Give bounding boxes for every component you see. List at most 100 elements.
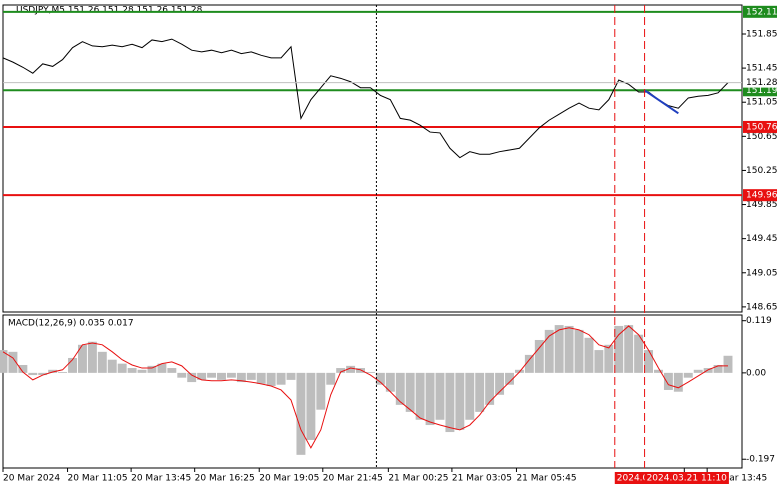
vertical-line-label: 2024.03.21 11:10 [647, 474, 728, 484]
macd-bar [316, 372, 326, 410]
y-tick-label: 151.45 [746, 64, 778, 74]
macd-bar [68, 357, 77, 373]
macd-bar [693, 369, 703, 373]
y-tick-label: 0.119 [746, 316, 772, 326]
macd-bar [594, 350, 604, 373]
macd-bar [97, 351, 107, 373]
macd-bar [117, 363, 127, 373]
level-label: 151.19 [746, 86, 778, 96]
macd-bar [207, 372, 217, 378]
macd-bar [604, 344, 614, 373]
macd-bar [554, 325, 564, 373]
level-label-box [743, 189, 777, 202]
vertical-line-label-box [614, 472, 651, 484]
macd-bar [505, 372, 514, 385]
vertical-line-label: 2024.0 [617, 474, 649, 484]
vertical-line-label-box [644, 472, 729, 484]
macd-bar [256, 372, 266, 384]
macd-bar [197, 372, 207, 380]
macd-bar [395, 372, 405, 405]
macd-bar [0, 350, 8, 373]
macd-bar [485, 372, 495, 405]
macd-bar [475, 372, 485, 412]
macd-bar [266, 372, 276, 387]
macd-bar [346, 365, 356, 373]
level-label: 149.96 [746, 191, 778, 201]
macd-bar [385, 372, 395, 392]
macd-bar [77, 344, 87, 373]
macd-bar [654, 369, 663, 373]
macd-bar [236, 372, 246, 383]
y-tick-label: 151.85 [746, 29, 778, 39]
x-tick-label: 20 Mar 2024 [3, 474, 60, 484]
macd-bar [356, 368, 365, 373]
x-tick-label: 20 Mar 19:05 [259, 474, 319, 484]
x-tick-label: 21 Mar 03:05 [452, 474, 512, 484]
macd-bar [673, 372, 683, 392]
macd-bar [425, 372, 435, 426]
macd-bar [127, 368, 137, 373]
macd-bar [18, 364, 28, 373]
x-tick-label: 21 Mar 00:25 [388, 474, 448, 484]
macd-bar [147, 365, 157, 373]
macd-bar [38, 372, 48, 376]
macd-bar [226, 372, 236, 378]
macd-bar [574, 329, 584, 373]
level-label-box [743, 5, 777, 18]
y-tick-label: 150.65 [746, 132, 778, 142]
macd-bar [177, 372, 187, 378]
price-line [2, 38, 729, 159]
level-label: 152.11 [746, 7, 778, 17]
x-tick-label: 20 Mar 13:45 [131, 474, 191, 484]
macd-bar [157, 363, 167, 373]
macd-bar [187, 372, 197, 383]
y-tick-label: 149.85 [746, 200, 778, 210]
x-tick-label: 20 Mar 21:45 [323, 474, 383, 484]
macd-bar [455, 372, 465, 430]
macd-bar [405, 372, 415, 412]
macd-bar [534, 339, 544, 373]
macd-bar [465, 372, 475, 420]
macd-bar [87, 341, 97, 373]
macd-bar [584, 337, 594, 373]
current-price-label: 151.28 [746, 78, 778, 88]
forecast-line [644, 89, 679, 115]
x-tick-label: 21 Mar 13:45 [707, 474, 767, 484]
macd-bar [306, 372, 316, 440]
macd-bar [8, 351, 18, 373]
macd-bar [375, 372, 385, 385]
macd-bar [336, 368, 346, 373]
macd-bar [564, 325, 574, 373]
macd-bar [48, 369, 58, 373]
macd-bar [723, 355, 733, 373]
macd-bar [703, 368, 713, 373]
x-tick-label: 21 Mar 05:45 [516, 474, 576, 484]
price-title: USDJPY,M5 151.26 151.28 151.26 151.28 [16, 6, 203, 16]
macd-title: MACD(12,26,9) 0.035 0.017 [8, 319, 134, 329]
y-tick-label: 149.45 [746, 234, 778, 244]
macd-bar [634, 334, 644, 373]
macd-bar [663, 372, 673, 390]
macd-bar [107, 359, 117, 373]
current-price-box [743, 76, 777, 88]
level-label-box [743, 120, 777, 133]
macd-panel [2, 314, 743, 469]
macd-bar [435, 372, 445, 420]
macd-bar [167, 368, 177, 373]
macd-bar [683, 372, 693, 378]
x-tick-label: 20 Mar 16:25 [195, 474, 255, 484]
macd-bar [296, 372, 306, 455]
macd-bar [644, 350, 654, 373]
macd-bar [624, 325, 634, 373]
macd-bar [326, 372, 336, 385]
y-tick-label: 149.05 [746, 268, 778, 278]
macd-bar [246, 372, 256, 380]
macd-bar [276, 372, 286, 385]
macd-bar [495, 372, 505, 395]
macd-bar [415, 372, 425, 420]
y-tick-label: 151.05 [746, 98, 778, 108]
macd-bar [614, 325, 624, 373]
macd-bar [58, 371, 68, 373]
macd-bar [286, 372, 296, 380]
